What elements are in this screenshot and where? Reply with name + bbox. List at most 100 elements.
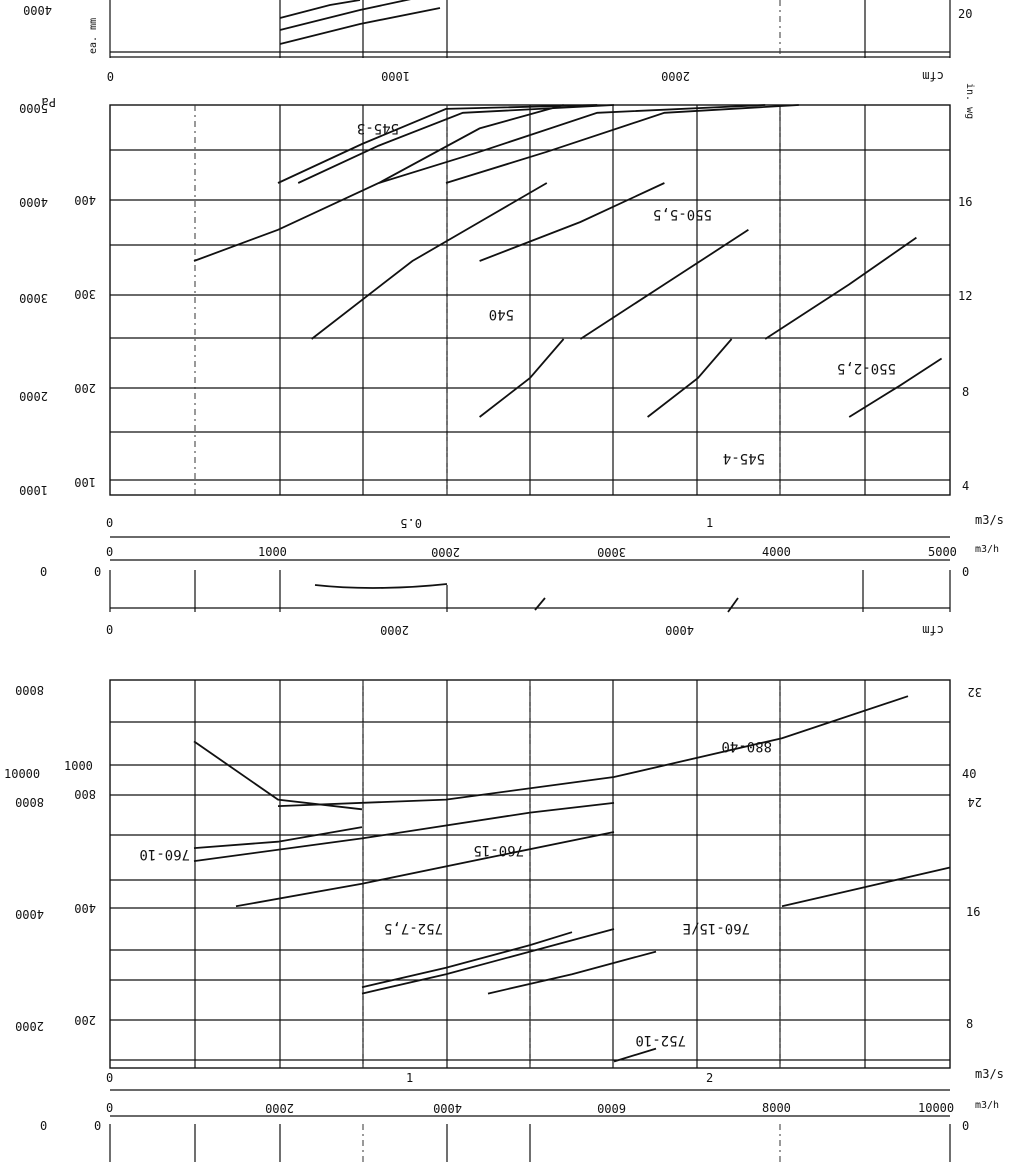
curve-760-15-3 bbox=[193, 802, 615, 862]
m3s-tick-05: 0.5 bbox=[400, 516, 422, 530]
curve-880-40-0 bbox=[277, 695, 909, 807]
label-752-7-5: 752-7,5 bbox=[384, 920, 443, 936]
m3h-tick-3000: 3000 bbox=[597, 545, 626, 559]
bot-mm-tick-10000: 10000 bbox=[4, 767, 40, 781]
curve-760-15-5 bbox=[781, 866, 951, 908]
m3s-unit: m3/s bbox=[975, 513, 1004, 527]
bot-right-tick-8: 8 bbox=[966, 1017, 973, 1031]
bot-pa-tick-400: 400 bbox=[74, 901, 96, 915]
m3s-tick-1: 1 bbox=[706, 516, 713, 530]
curve-760-10-1 bbox=[193, 740, 363, 811]
top-mm-tick-1000: 1000 bbox=[19, 483, 48, 497]
bot-m3h-unit: m3/h bbox=[975, 1100, 999, 1111]
panel-bottom: 8000 1000 800 400 200 10000 8000 4000 20… bbox=[4, 679, 982, 1069]
bot-m3s-tick-1: 1 bbox=[406, 1071, 413, 1085]
curve-752-7-5-6 bbox=[361, 931, 573, 989]
mid-zero-right: 0 bbox=[962, 565, 969, 579]
top-mm-tick-5000: 5000 bbox=[19, 101, 48, 115]
bot-pa-tick-800: 800 bbox=[74, 787, 96, 801]
panel-top: Pa 400 300 200 100 1000 2000 3000 4000 5… bbox=[19, 7, 972, 497]
m3h-tick-2000: 2000 bbox=[431, 545, 460, 559]
bot-mm-tick-8000: 8000 bbox=[15, 795, 44, 809]
top-strip: 4000 ea. mm 0 1000 2000 cfm in. wg bbox=[23, 0, 975, 119]
top-misc-label: ea. mm bbox=[88, 18, 99, 54]
curve-545-4-10 bbox=[647, 338, 733, 418]
curve-550-5-5-3 bbox=[445, 104, 799, 184]
bot-pa-tick-200: 200 bbox=[74, 1013, 96, 1027]
top-pa-tick-300: 300 bbox=[74, 287, 96, 301]
bot-zero-left: 0 bbox=[40, 1119, 47, 1133]
top-right-tick-16: 16 bbox=[958, 195, 972, 209]
curve-752-7-5-7 bbox=[361, 928, 615, 995]
top-right-tick-12: 12 bbox=[958, 289, 972, 303]
curve-550-2-5-7 bbox=[579, 229, 749, 340]
label-760-10: 760-10 bbox=[139, 846, 190, 862]
bot-m3s-unit: m3/s bbox=[975, 1067, 1004, 1081]
bot-zero-right: 0 bbox=[962, 1119, 969, 1133]
curve-760-10-2 bbox=[193, 826, 363, 849]
curve-540-4 bbox=[193, 104, 564, 262]
top-cfm-tick-2: 2000 bbox=[661, 69, 690, 83]
top-mm-tick-2000: 2000 bbox=[19, 389, 48, 403]
bot-m3h-tick-4000: 4000 bbox=[433, 1101, 462, 1115]
cfm-tick-0: 0 bbox=[106, 623, 113, 637]
bot-right-tick-40: 40 bbox=[962, 767, 976, 781]
label-880-40: 880-40 bbox=[721, 738, 772, 754]
bottom-axes: 0 1 2 m3/s 0 2000 4000 6000 8000 10000 m… bbox=[40, 1067, 1004, 1162]
label-545-4: 545-4 bbox=[723, 450, 765, 466]
label-760-15E: 760-15/E bbox=[683, 920, 750, 936]
top-corner-label: 4000 bbox=[23, 3, 52, 17]
cfm-tick-4000: 4000 bbox=[665, 623, 694, 637]
curve-545-4-11 bbox=[848, 357, 943, 418]
bot-mm-tick-2000: 2000 bbox=[15, 1019, 44, 1033]
bot-m3h-tick-2000: 2000 bbox=[265, 1101, 294, 1115]
panel-bottom-grid bbox=[110, 680, 950, 1068]
top-cfm-tick-1: 1000 bbox=[381, 69, 410, 83]
bot-m3h-tick-8000: 8000 bbox=[762, 1101, 791, 1115]
bot-m3h-tick-10000: 10000 bbox=[918, 1101, 954, 1115]
bot-m3s-tick-0: 0 bbox=[106, 1071, 113, 1085]
label-760-15: 760-15 bbox=[473, 842, 524, 858]
bot-pa-tick-1000: 1000 bbox=[64, 759, 93, 773]
bot-m3h-tick-6000: 6000 bbox=[597, 1101, 626, 1115]
m3h-tick-0: 0 bbox=[106, 545, 113, 559]
bot-zero-inner: 0 bbox=[94, 1119, 101, 1133]
bot-right-tick-32: 32 bbox=[968, 685, 982, 699]
top-cfm-tick-0: 0 bbox=[107, 69, 114, 83]
panel-bottom-curves bbox=[193, 695, 951, 1063]
top-pa-label: Pa bbox=[42, 95, 56, 109]
curve-540-6 bbox=[479, 182, 665, 262]
mid-zero-inner: 0 bbox=[94, 565, 101, 579]
curve-545-3-0 bbox=[277, 104, 598, 184]
label-752-10: 752-10 bbox=[635, 1032, 686, 1048]
curve-545-4-9 bbox=[479, 338, 565, 418]
bot-m3s-tick-2: 2 bbox=[706, 1071, 713, 1085]
m3h-tick-1000: 1000 bbox=[258, 545, 287, 559]
m3h-unit: m3/h bbox=[975, 544, 999, 555]
top-right-tick-8: 8 bbox=[962, 385, 969, 399]
top-pa-tick-200: 200 bbox=[74, 381, 96, 395]
label-550-5-5: 550-5,5 bbox=[653, 206, 712, 222]
curve-540-5 bbox=[311, 182, 548, 340]
top-pa-tick-100: 100 bbox=[74, 475, 96, 489]
m3h-tick-4000: 4000 bbox=[762, 545, 791, 559]
panel-top-curves bbox=[193, 104, 943, 418]
bot-right-tick-16: 16 bbox=[966, 905, 980, 919]
middle-axes: 0 0.5 1 m3/s 0 1000 2000 3000 4000 5000 … bbox=[40, 513, 1004, 637]
cfm-unit: cfm bbox=[922, 623, 944, 637]
bot-right-tick-24: 24 bbox=[968, 795, 982, 809]
top-right-unit: in. wg bbox=[964, 83, 975, 119]
curve-760-15-E-8 bbox=[487, 950, 657, 995]
m3h-tick-5000: 5000 bbox=[928, 545, 957, 559]
curve-760-15-4 bbox=[235, 831, 615, 908]
top-cfm-unit: cfm bbox=[922, 69, 944, 83]
top-right-tick-4: 4 bbox=[962, 479, 969, 493]
bot-m3h-tick-0: 0 bbox=[106, 1101, 113, 1115]
curve-550-2-5-8 bbox=[764, 236, 917, 340]
label-540: 540 bbox=[489, 306, 514, 322]
curve-752-10-9 bbox=[613, 1047, 657, 1063]
top-pa-tick-400: 400 bbox=[74, 193, 96, 207]
top-right-tick-20: 20 bbox=[958, 7, 972, 21]
curve-545-3-1 bbox=[297, 104, 615, 184]
